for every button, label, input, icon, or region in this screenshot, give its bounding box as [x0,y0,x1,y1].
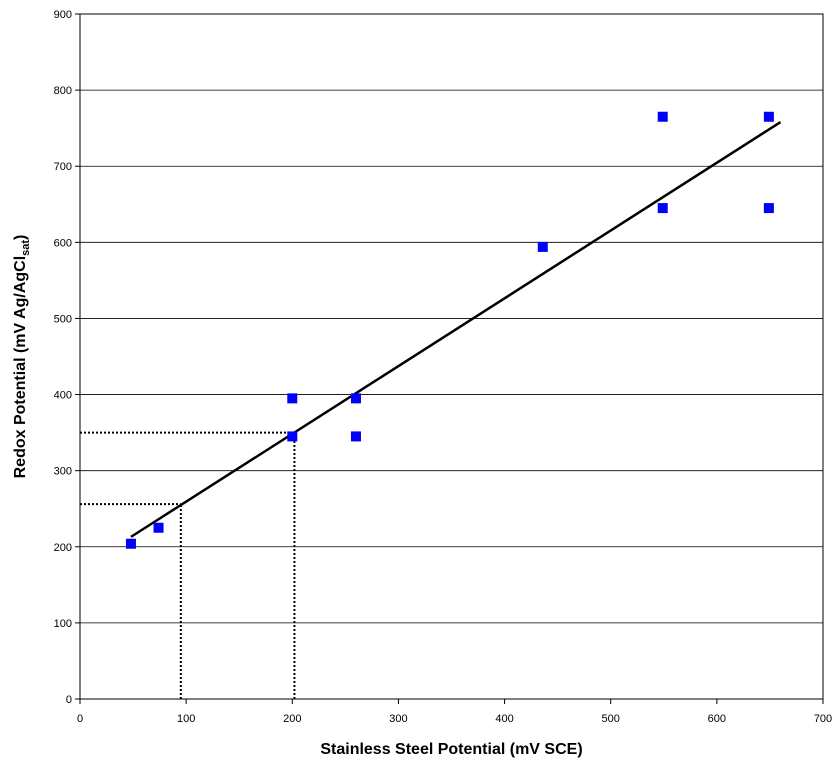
x-tick-label: 100 [177,713,195,725]
x-tick-label: 400 [495,713,513,725]
x-tick-label: 0 [77,713,83,725]
y-tick-label: 700 [54,161,72,173]
x-tick-label: 700 [814,713,832,725]
y-tick-label: 600 [54,237,72,249]
y-tick-label: 0 [66,694,72,706]
data-point [287,431,298,442]
trendline [130,121,782,538]
data-point [537,241,548,252]
y-tick-label: 800 [54,85,72,97]
plot-area-frame [79,13,824,700]
y-axis-ticks: 0 100 200 300 400 500 600 700 800 900 [54,9,80,706]
trendline-group [130,121,782,538]
data-point [153,522,164,533]
y-tick-label: 200 [54,542,72,554]
x-tick-label: 300 [389,713,407,725]
y-axis-title-subscript: sat [20,240,32,256]
y-tick-label: 500 [54,313,72,325]
data-point [763,203,774,214]
gridlines [80,89,823,624]
y-axis-title: Redox Potential (mV Ag/AgClsat) [12,235,32,479]
data-points [125,111,774,549]
x-tick-label: 200 [283,713,301,725]
y-tick-label: 900 [54,9,72,21]
x-axis-ticks: 0 100 200 300 400 500 600 700 [77,699,832,725]
data-point [125,538,136,549]
x-tick-label: 500 [602,713,620,725]
y-axis-title-main: Redox Potential (mV Ag/AgCl [12,256,29,479]
data-point [287,393,298,404]
reference-lines [80,431,296,699]
data-point [657,111,668,122]
data-point [350,431,361,442]
y-tick-label: 400 [54,390,72,402]
data-point [350,393,361,404]
y-axis-title-close: ) [12,235,29,240]
data-point [763,111,774,122]
x-axis-title: Stainless Steel Potential (mV SCE) [320,741,582,758]
y-tick-label: 100 [54,618,72,630]
y-tick-label: 300 [54,466,72,478]
x-tick-label: 600 [708,713,726,725]
data-point [657,203,668,214]
